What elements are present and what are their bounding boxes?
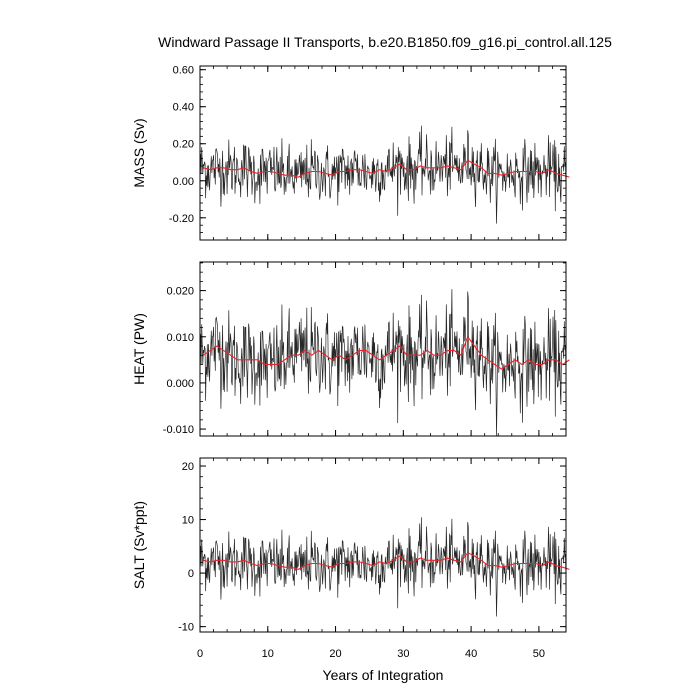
panel-frame bbox=[199, 457, 567, 633]
raw-series-line bbox=[199, 517, 567, 617]
y-tick-label: 10 bbox=[182, 515, 194, 527]
y-axis-title: HEAT (PW) bbox=[131, 313, 147, 385]
smoothed-series-line bbox=[203, 159, 570, 178]
x-tick-label: 20 bbox=[329, 648, 341, 660]
y-tick-label: 0.020 bbox=[166, 286, 194, 298]
y-tick-label: 20 bbox=[182, 461, 194, 473]
x-tick-label: 10 bbox=[262, 648, 274, 660]
y-tick-label: -10 bbox=[178, 622, 194, 634]
smoothed-series-line bbox=[203, 335, 570, 370]
raw-series-line bbox=[199, 289, 567, 437]
y-tick-label: 0.010 bbox=[166, 332, 194, 344]
x-tick-label: 30 bbox=[397, 648, 409, 660]
y-tick-label: 0.60 bbox=[173, 65, 194, 77]
panel-frame bbox=[199, 65, 567, 241]
y-tick-label: 0.20 bbox=[173, 139, 194, 151]
y-tick-label: 0 bbox=[188, 568, 194, 580]
panel-3: -10 0 10 20 SALT (Sv*ppt) bbox=[131, 457, 570, 634]
panels: -0.20 0.00 0.20 0.40 0.60 MASS (Sv) -0.010 0.00… bbox=[131, 65, 570, 660]
y-tick-label: 0.00 bbox=[173, 176, 194, 188]
y-axis-title: SALT (Sv*ppt) bbox=[131, 501, 147, 589]
y-tick-label: 0.40 bbox=[173, 102, 194, 114]
y-axis-title: MASS (Sv) bbox=[131, 118, 147, 187]
panel-1: -0.20 0.00 0.20 0.40 0.60 MASS (Sv) bbox=[131, 65, 570, 241]
raw-series-line bbox=[199, 125, 567, 224]
chart-title: Windward Passage II Transports, b.e20.B1… bbox=[158, 34, 612, 50]
panel-2: -0.010 0.000 0.010 0.020 HEAT (PW) bbox=[131, 261, 570, 437]
x-tick-label: 40 bbox=[465, 648, 477, 660]
y-tick-label: 0.000 bbox=[166, 378, 194, 390]
x-tick-label: 50 bbox=[533, 648, 545, 660]
x-axis-title: Years of Integration bbox=[323, 667, 444, 683]
smoothed-series-line bbox=[203, 552, 570, 570]
panel-frame bbox=[199, 261, 567, 437]
y-tick-label: -0.20 bbox=[169, 213, 194, 225]
x-tick-label: 0 bbox=[197, 648, 203, 660]
y-tick-label: -0.010 bbox=[163, 424, 194, 436]
